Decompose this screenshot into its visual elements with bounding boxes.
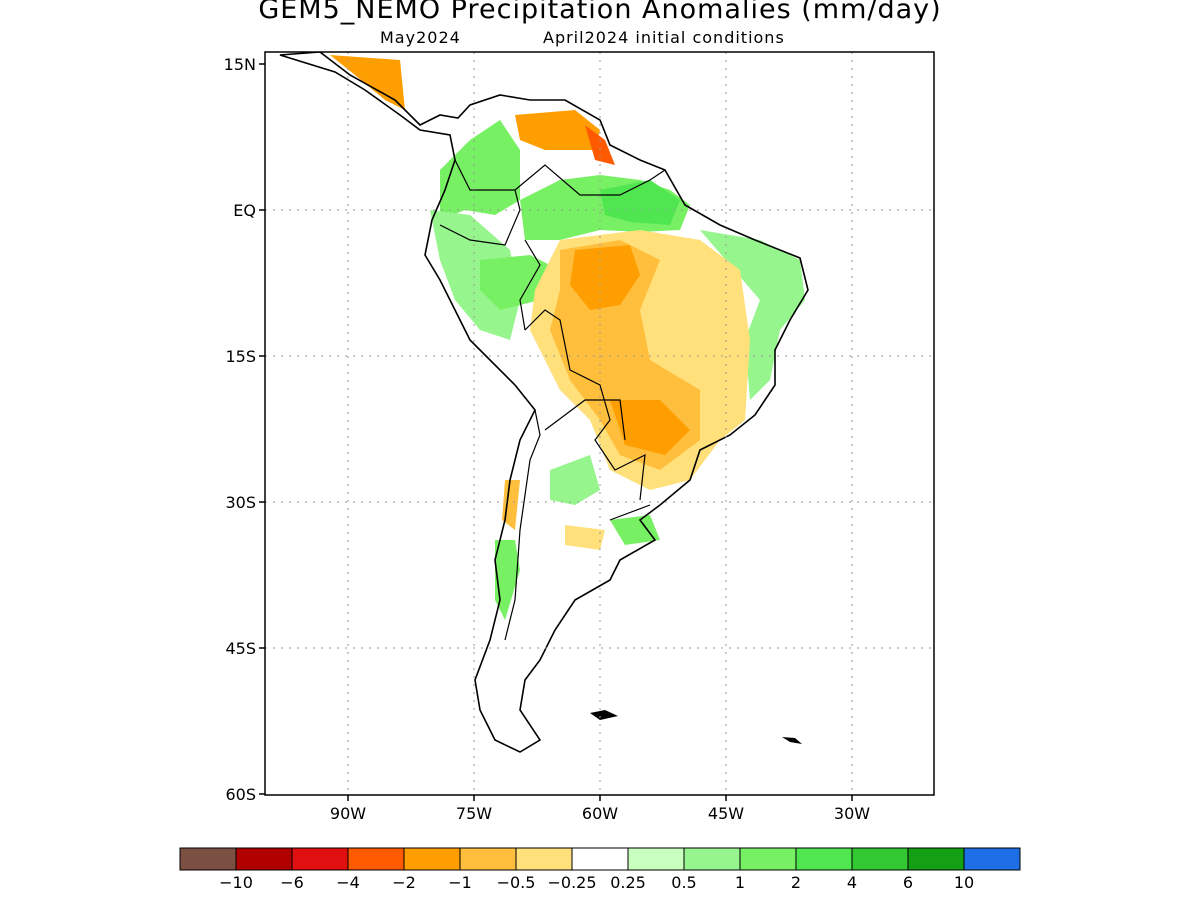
anomaly-field — [330, 55, 805, 620]
lon-label-60w: 60W — [582, 804, 618, 823]
lat-label-15s: 15S — [225, 347, 256, 366]
legend-label-11: 4 — [847, 873, 857, 892]
legend-label-9: 1 — [735, 873, 745, 892]
anomaly-patch-dry-parana — [610, 400, 690, 455]
anomaly-patch-wet-uruguay — [610, 515, 660, 545]
anomaly-patch-wet-argentina — [550, 455, 600, 505]
legend-swatch-5 — [459, 847, 517, 871]
legend-label-5: −0.5 — [497, 873, 536, 892]
legend-swatch-14 — [963, 847, 1021, 871]
legend-swatch-13 — [907, 847, 965, 871]
anomaly-patch-dry-central-america — [330, 55, 405, 110]
island-falklands — [590, 710, 618, 720]
anomaly-patch-wet-northeast — [700, 230, 805, 400]
anomaly-patch-wet-amazon-core — [600, 180, 680, 225]
legend-swatch-2 — [291, 847, 349, 871]
island-south-georgia — [782, 737, 802, 744]
legend-swatch-9 — [683, 847, 741, 871]
south-america-coastline — [279, 52, 809, 753]
legend-swatch-11 — [795, 847, 853, 871]
map-title: GEM5_NEMO Precipitation Anomalies (mm/da… — [258, 0, 942, 25]
legend-swatch-1 — [235, 847, 293, 871]
country-borders — [439, 159, 666, 641]
lon-label-75w: 75W — [456, 804, 492, 823]
forecast-month: May2024 — [380, 28, 461, 47]
lat-label-60s: 60S — [225, 785, 256, 804]
anomaly-patch-dry-argentina — [565, 525, 605, 550]
legend-swatch-10 — [739, 847, 797, 871]
anomaly-patch-dry-venezuela — [515, 110, 600, 150]
lat-label-45s: 45S — [225, 639, 256, 658]
lat-label-30s: 30S — [225, 493, 256, 512]
lat-label-15n: 15N — [224, 55, 256, 74]
lon-label-90w: 90W — [330, 804, 366, 823]
legend-label-4: −1 — [448, 873, 472, 892]
legend-swatch-8 — [627, 847, 685, 871]
lon-label-30w: 30W — [834, 804, 870, 823]
legend-label-1: −6 — [280, 873, 304, 892]
legend-label-13: 10 — [954, 873, 974, 892]
color-legend: −10 −6 −4 −2 −1 −0.5 −0.25 0.25 0.5 1 2 4 6 10 — [179, 847, 1021, 892]
lat-label-eq: EQ — [233, 201, 256, 220]
legend-label-8: 0.5 — [671, 873, 696, 892]
legend-swatch-0 — [179, 847, 237, 871]
legend-label-0: −10 — [219, 873, 253, 892]
anomaly-patch-dry-brazil-strong — [570, 245, 640, 310]
legend-label-7: 0.25 — [610, 873, 646, 892]
legend-label-10: 2 — [791, 873, 801, 892]
legend-label-12: 6 — [903, 873, 913, 892]
anomaly-patch-wet-colombia — [440, 120, 520, 220]
anomaly-patch-dry-guyana — [585, 125, 615, 165]
legend-label-6: −0.25 — [547, 873, 596, 892]
legend-swatch-12 — [851, 847, 909, 871]
legend-label-2: −4 — [336, 873, 360, 892]
anomaly-patch-wet-chile — [495, 540, 520, 620]
legend-swatch-3 — [347, 847, 405, 871]
legend-swatch-7 — [571, 847, 629, 871]
anomaly-patch-dry-andes — [502, 480, 520, 530]
legend-swatch-6 — [515, 847, 573, 871]
initial-conditions-label: April2024 initial conditions — [543, 28, 785, 47]
legend-swatch-4 — [403, 847, 461, 871]
lon-label-45w: 45W — [708, 804, 744, 823]
legend-label-3: −2 — [392, 873, 416, 892]
